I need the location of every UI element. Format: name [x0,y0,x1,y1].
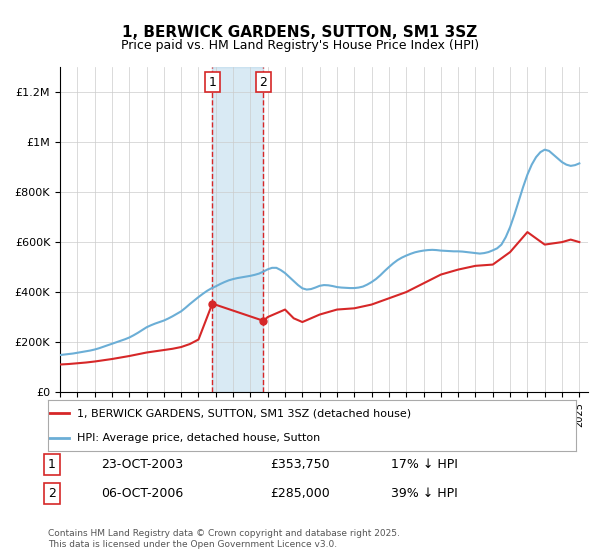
Text: Price paid vs. HM Land Registry's House Price Index (HPI): Price paid vs. HM Land Registry's House … [121,39,479,52]
Text: 39% ↓ HPI: 39% ↓ HPI [391,487,458,500]
Text: 1, BERWICK GARDENS, SUTTON, SM1 3SZ: 1, BERWICK GARDENS, SUTTON, SM1 3SZ [122,25,478,40]
Text: 1, BERWICK GARDENS, SUTTON, SM1 3SZ (detached house): 1, BERWICK GARDENS, SUTTON, SM1 3SZ (det… [77,408,411,418]
Text: 2: 2 [48,487,56,500]
Text: 1: 1 [48,458,56,471]
Text: 17% ↓ HPI: 17% ↓ HPI [391,458,458,471]
Text: HPI: Average price, detached house, Sutton: HPI: Average price, detached house, Sutt… [77,433,320,443]
Text: 06-OCT-2006: 06-OCT-2006 [101,487,183,500]
Text: £353,750: £353,750 [270,458,329,471]
Bar [212,67,263,392]
Text: £285,000: £285,000 [270,487,329,500]
Text: Contains HM Land Registry data © Crown copyright and database right 2025.
This d: Contains HM Land Registry data © Crown c… [48,529,400,549]
Text: 2: 2 [259,76,268,88]
Text: 1: 1 [208,76,216,88]
Text: 23-OCT-2003: 23-OCT-2003 [101,458,183,471]
